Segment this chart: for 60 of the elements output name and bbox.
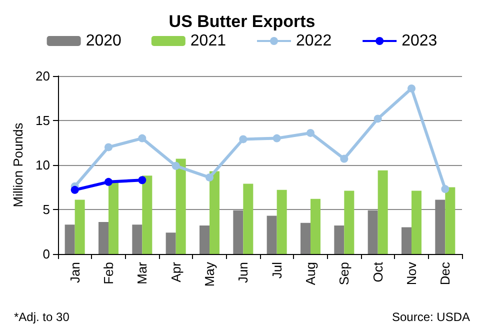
y-tick-label: 10: [36, 158, 50, 172]
point: [104, 143, 112, 152]
bar: [276, 190, 287, 254]
y-tick-label: 15: [36, 113, 50, 128]
point: [70, 186, 79, 194]
bar: [132, 224, 142, 254]
y-tick-label: 5: [42, 202, 50, 217]
x-tick-label: Jun: [236, 262, 251, 283]
x-tick-label: Nov: [404, 262, 419, 286]
bar: [210, 171, 220, 254]
bar: [378, 170, 388, 254]
y-axis-title: Million Pounds: [10, 122, 26, 208]
bar: [334, 226, 344, 254]
point: [172, 162, 180, 170]
bar: [142, 176, 152, 254]
bar: [412, 190, 422, 254]
point: [272, 134, 281, 142]
x-tick-label: Mar: [134, 261, 150, 284]
bar: [243, 184, 254, 254]
source-note: Source: USDA: [392, 310, 470, 324]
legend-label: 2023: [402, 32, 438, 50]
legend-label: 2022: [296, 32, 332, 50]
point: [239, 135, 248, 144]
x-tick-label: Apr: [168, 261, 184, 282]
point: [206, 173, 214, 182]
chart-title: US Butter Exports: [168, 12, 316, 31]
x-tick-label: Oct: [370, 262, 386, 282]
legend-label: 2020: [86, 32, 122, 50]
bar: [166, 232, 176, 254]
x-tick-label: Feb: [101, 262, 116, 284]
y-tick-label: 20: [36, 68, 50, 84]
bar: [64, 224, 75, 254]
text: *Adj. to 30: [14, 310, 70, 324]
bar: [300, 222, 310, 254]
x-tick-label: Dec: [438, 262, 453, 286]
point: [340, 154, 348, 163]
x-tick-label: Aug: [303, 262, 318, 286]
x-tick-label: May: [202, 262, 217, 287]
point: [408, 84, 416, 92]
point: [104, 178, 112, 186]
point: [306, 128, 314, 137]
bar: [98, 222, 108, 254]
bar: [200, 226, 210, 254]
y-tick-label: 0: [42, 246, 50, 262]
point: [441, 185, 450, 194]
bar: [108, 182, 118, 254]
point: [374, 114, 382, 123]
bar: [310, 198, 320, 254]
bar: [344, 190, 354, 254]
x-tick-label: Jul: [269, 262, 284, 279]
x-tick-label: Jan: [67, 262, 82, 283]
bar: [445, 187, 456, 254]
bar: [266, 216, 277, 254]
bar: [402, 227, 412, 254]
point: [138, 134, 146, 142]
point: [138, 176, 146, 184]
bar: [176, 158, 186, 254]
bar: [74, 200, 85, 254]
legend-label: 2021: [190, 32, 226, 50]
x-tick-label: Sep: [336, 262, 352, 286]
